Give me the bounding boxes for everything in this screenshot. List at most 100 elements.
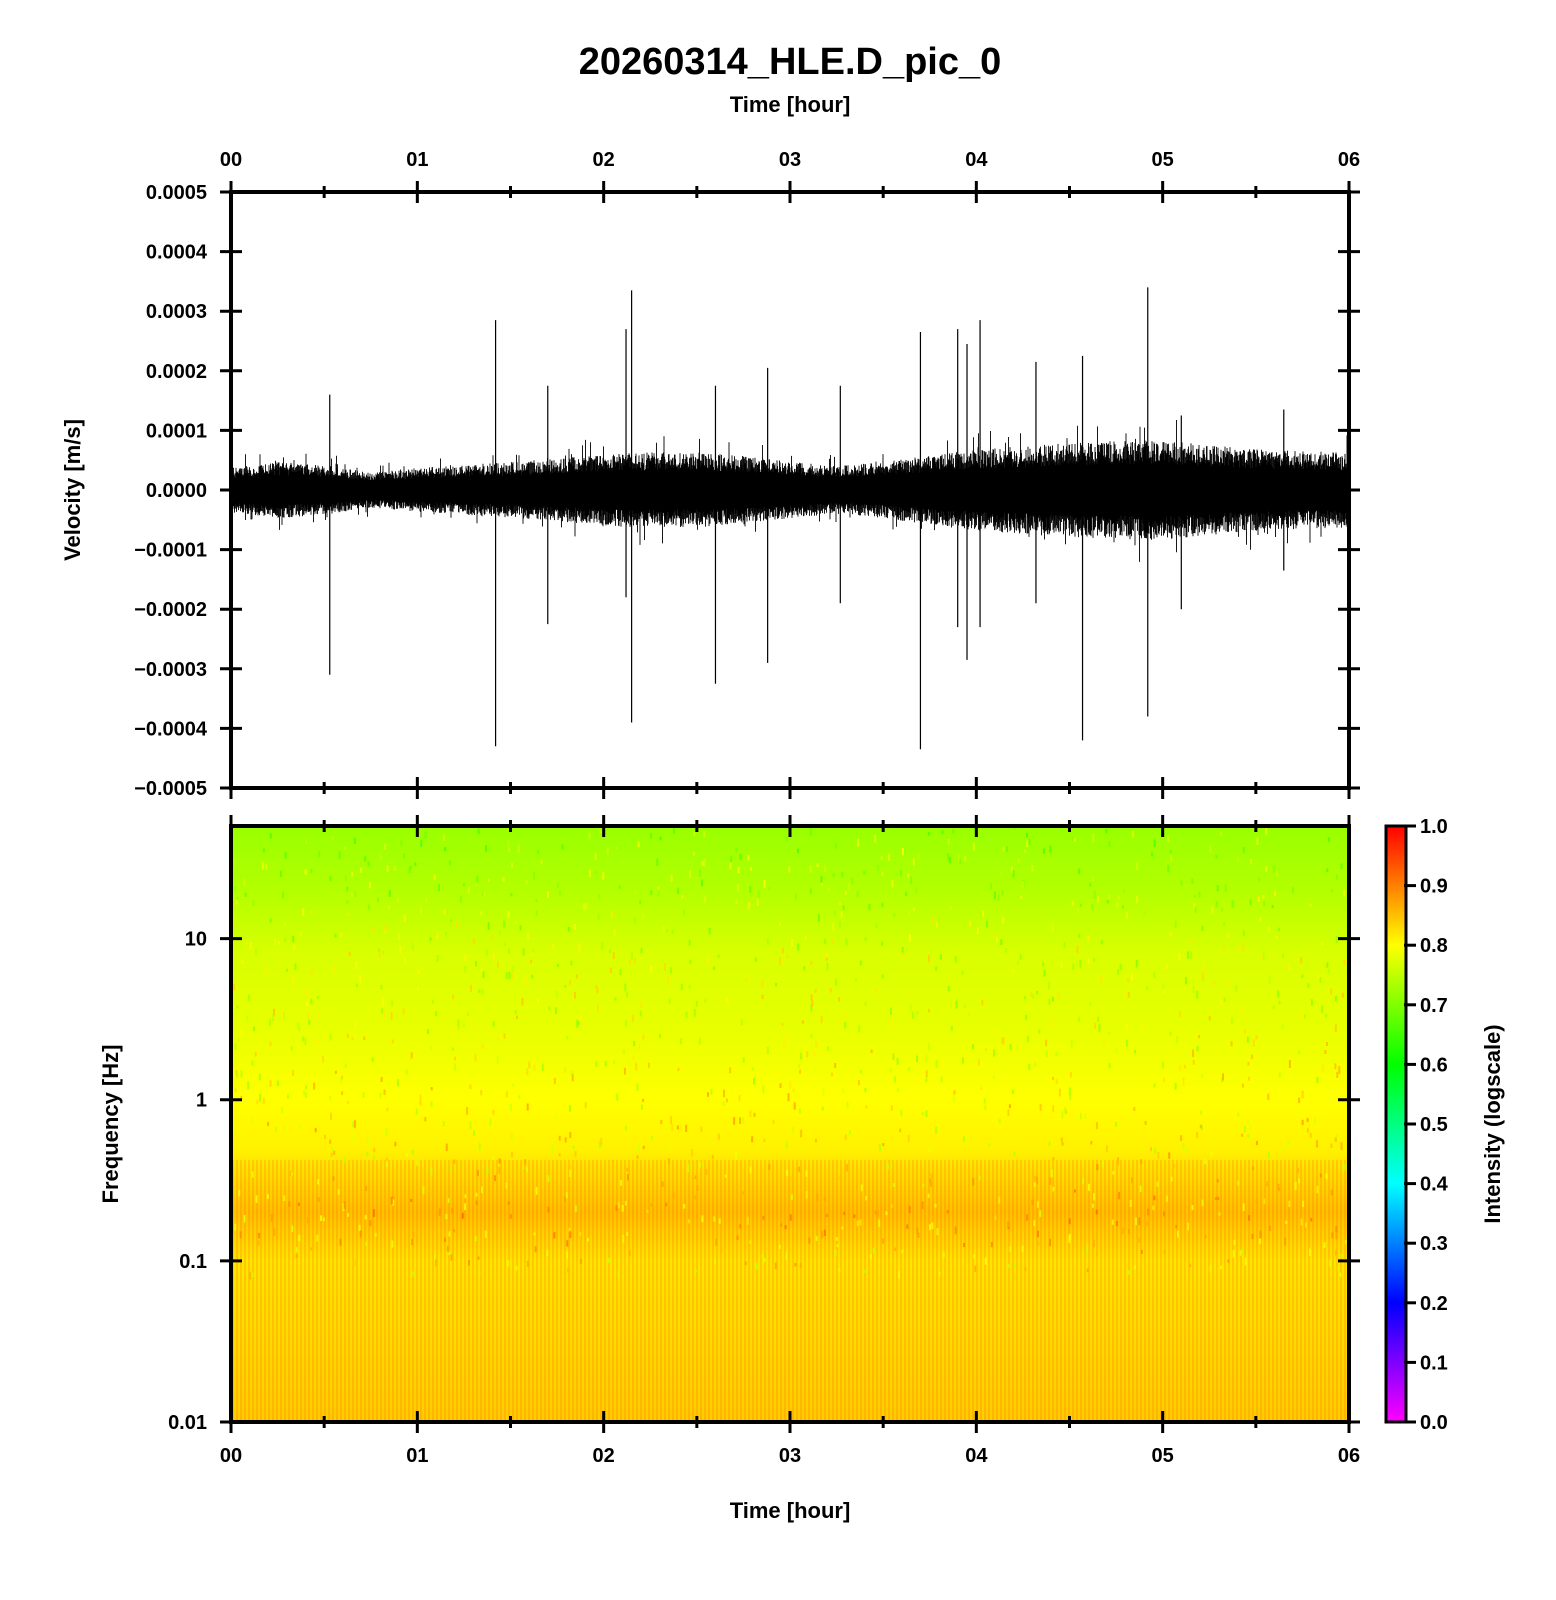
spectrogram-cell [507,1201,510,1205]
spectrogram-cell [998,1196,1001,1204]
spectrogram-cell [412,1231,415,1238]
spectrogram-cell [780,961,783,965]
spectrogram-cell [390,1196,393,1205]
spectrogram-cell [1199,1125,1202,1129]
spectrogram-cell [322,1217,325,1222]
spectrogram-cell [624,1126,627,1131]
spectrogram-cell [290,1046,293,1051]
spectrogram-cell [908,934,911,942]
spectrogram-cell [546,1250,549,1257]
spectrogram-cell [916,1010,919,1016]
spectrogram-cell [890,1204,893,1208]
spectrogram-cell [1007,1264,1010,1268]
spectrogram-cell [1309,1132,1312,1139]
spectrogram-cell [953,1090,956,1095]
spectrogram-cell [343,1201,346,1209]
spectrogram-cell [615,846,618,850]
spectrogram-cell [814,988,817,993]
spectrogram-cell [331,836,334,841]
spectrogram-cell [374,1232,377,1237]
spectrogram-cell [1287,1139,1290,1146]
spectrogram-cell [952,829,955,834]
spectrogram-cell [838,1268,841,1272]
spectrogram-cell [1049,1238,1052,1247]
spectrogram-cell [313,1082,316,1090]
spectrogram-cell [1334,996,1337,1002]
spectrogram-cell [1025,1014,1028,1020]
spectrogram-cell [739,1224,742,1229]
spectrogram-cell [893,1054,895,1059]
spectrogram-cell [548,1005,551,1011]
spectrogram-cell [740,1019,743,1026]
spectrogram-cell [815,1236,818,1241]
spectrogram-cell [448,1252,451,1256]
spectrogram-cell [1043,970,1046,977]
spectrogram-cell [444,932,447,936]
spectrogram-cell [1100,975,1103,983]
spectrogram-cell [896,1057,899,1065]
spectrogram-cell [1209,1265,1212,1272]
spectrogram-cell [414,862,417,867]
spectrogram-cell [579,1231,582,1236]
spectrogram-cell [430,1101,433,1108]
spectrogram-cell [1063,942,1066,948]
spectrogram-cell [851,877,854,885]
spectrogram-cell [1242,942,1245,951]
spectrogram-cell [1242,1203,1245,1211]
spectrogram-cell [540,860,543,865]
spectrogram-cell [864,1088,867,1092]
spectrogram-cell [511,1152,513,1158]
spectrogram-cell [241,960,244,964]
spectrogram-cell [1073,838,1076,842]
spectrogram-cell [1247,1061,1250,1066]
spectrogram-cell [925,1070,928,1078]
spectrogram-cell [1327,968,1330,974]
spectrogram-cell [481,988,484,996]
spectrogram-cell [1340,863,1343,869]
spectrogram-cell [1131,1177,1133,1184]
spectrogram-cell [334,933,337,938]
spectrogram-cell [1330,1143,1333,1148]
spectrogram-cell [832,873,835,877]
spectrogram-cell [757,890,760,899]
spectrogram-cell [1092,875,1095,882]
spectrogram-cell [984,1048,987,1052]
spectrogram-cell [784,1036,787,1043]
spectrogram-y-axis-label: Frequency [Hz] [98,1045,123,1204]
spectrogram-cell [505,972,508,980]
spectrogram-cell [713,1216,716,1222]
spectrogram-cell [810,961,813,965]
spectrogram-cell [378,948,380,953]
spectrogram-cell [1096,1122,1098,1130]
spectrogram-cell [575,974,578,979]
spectrogram-cell [890,1007,892,1015]
spectrogram-cell [472,938,475,945]
spectrogram-cell [425,898,428,904]
spectrogram-cell [1343,959,1346,966]
spectrogram-cell [1031,865,1034,872]
spectrogram-cell [468,1260,470,1266]
spectrogram-cell [788,866,791,873]
spectrogram-x-tick-label: 04 [965,1445,988,1467]
spectrogram-cell [1004,948,1007,953]
spectrogram-cell [499,930,502,935]
spectrogram-cell [701,879,703,887]
spectrogram-cell [444,1237,446,1243]
spectrogram-cell [870,1049,873,1053]
spectrogram-cell [515,1266,518,1271]
spectrogram-cell [938,1271,941,1276]
spectrogram-cell [534,1246,537,1253]
spectrogram-cell [855,978,857,982]
spectrogram-cell [1173,1164,1176,1168]
spectrogram-cell [843,1211,846,1216]
spectrogram-cell [1335,1134,1338,1138]
spectrogram-cell [609,967,612,974]
spectrogram-cell [840,911,843,918]
spectrogram-cell [469,1017,472,1022]
spectrogram-cell [896,1088,899,1092]
spectrogram-cell [567,926,570,932]
spectrogram-cell [1268,1151,1270,1159]
spectrogram-cell [1248,1215,1251,1221]
spectrogram-cell [564,1067,567,1074]
spectrogram-cell [809,828,812,837]
